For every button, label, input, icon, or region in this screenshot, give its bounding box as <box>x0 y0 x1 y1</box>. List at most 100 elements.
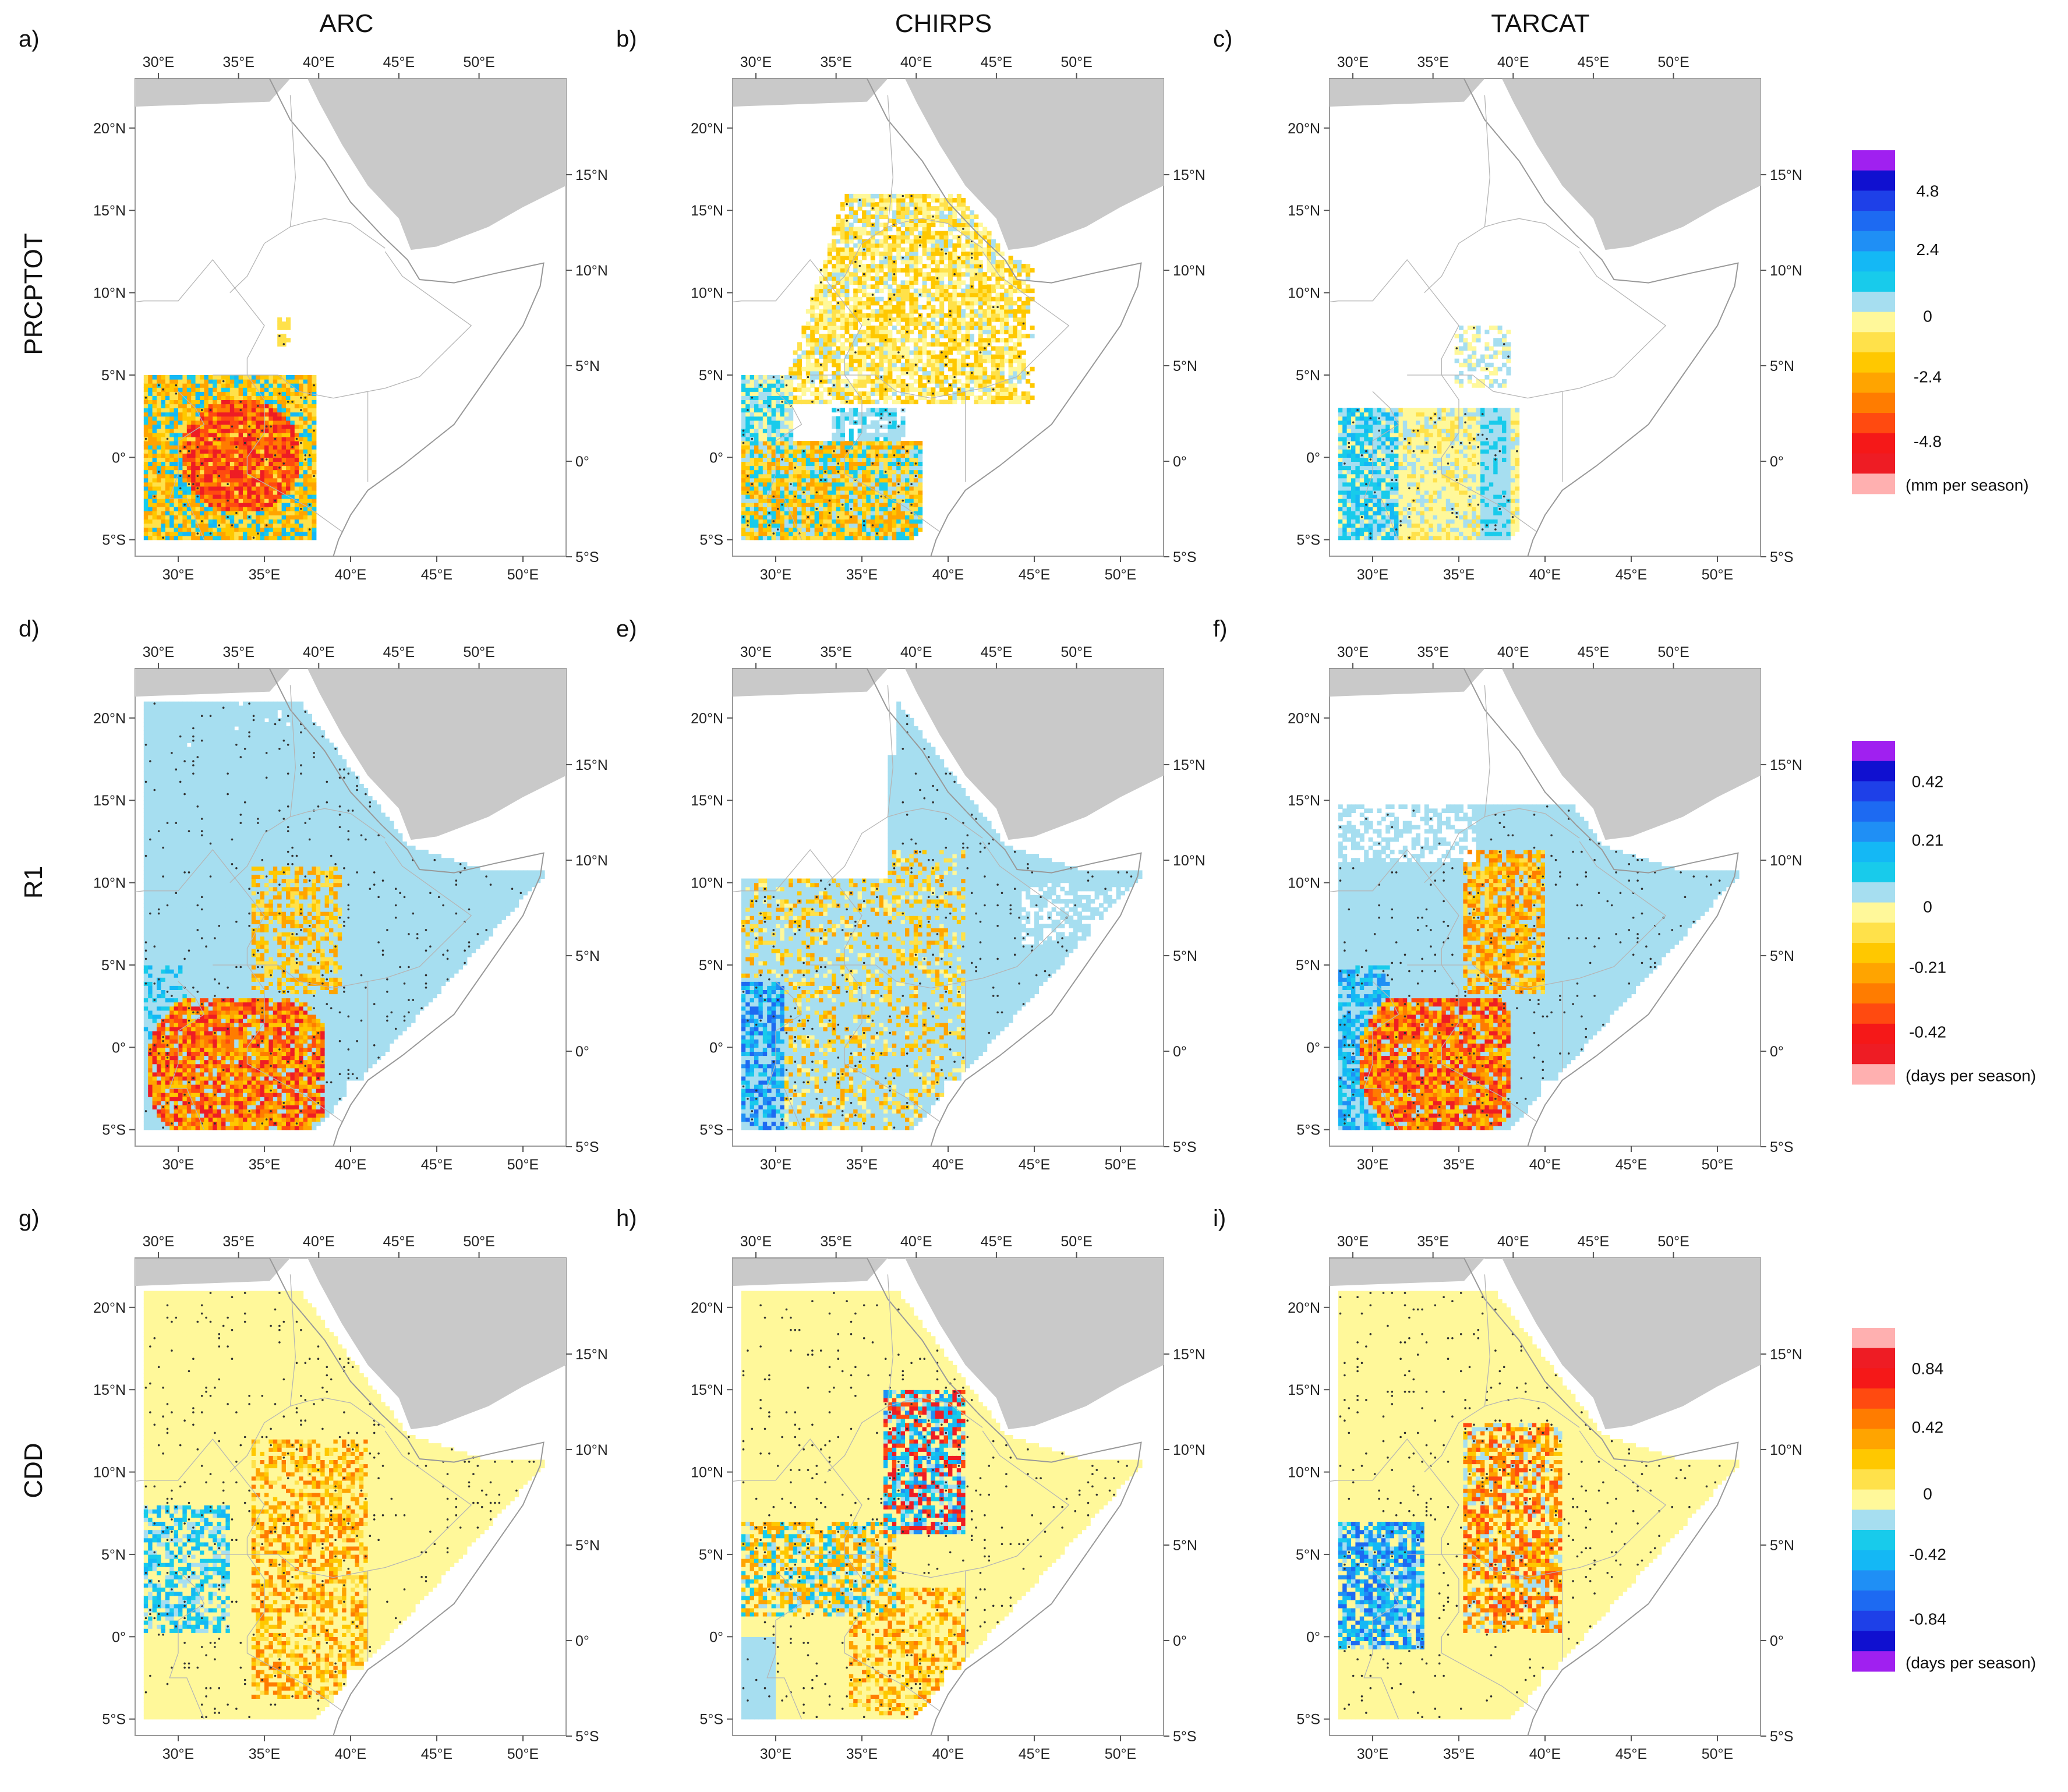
grid-cell <box>741 523 746 528</box>
grid-cell <box>260 445 265 450</box>
grid-cell <box>196 416 200 421</box>
grid-cell <box>836 511 841 515</box>
grid-cell <box>225 433 230 437</box>
grid-cell <box>978 289 983 294</box>
grid-cell <box>776 515 780 519</box>
grid-cell <box>901 429 906 433</box>
grid-cell <box>741 416 746 421</box>
grid-cell <box>191 391 196 396</box>
grid-cell <box>165 404 170 408</box>
grid-cell <box>307 449 312 454</box>
grid-cell <box>901 367 906 372</box>
grid-cell <box>815 519 819 524</box>
grid-cell <box>1004 297 1009 302</box>
grid-cell <box>290 391 295 396</box>
grid-cell <box>157 532 161 536</box>
grid-cell <box>312 486 316 491</box>
grid-cell <box>909 214 914 219</box>
grid-cell <box>840 317 845 322</box>
grid-cell <box>815 297 819 302</box>
grid-cell <box>909 474 914 479</box>
grid-cell <box>239 490 243 495</box>
grid-cell <box>888 355 892 359</box>
grid-cell <box>801 470 806 475</box>
grid-cell <box>914 202 918 207</box>
grid-cell <box>905 461 910 466</box>
grid-cell <box>935 231 940 236</box>
grid-cell <box>875 355 879 359</box>
grid-cell <box>871 301 875 306</box>
significance-dot <box>248 426 250 428</box>
grid-cell <box>295 383 299 388</box>
grid-cell <box>745 400 750 404</box>
grid-cell <box>772 437 776 441</box>
grid-cell <box>836 326 841 330</box>
grid-cell <box>909 268 914 273</box>
grid-cell <box>961 280 966 285</box>
x-tick-label-top: 40°E <box>303 54 334 70</box>
y-tick-label-left: 10°N <box>93 285 126 302</box>
grid-cell <box>260 449 265 454</box>
grid-cell <box>901 351 906 355</box>
grid-cell <box>776 379 780 384</box>
significance-dot <box>850 516 853 518</box>
grid-cell <box>286 445 291 450</box>
grid-cell <box>836 420 841 425</box>
grid-cell <box>844 367 849 372</box>
grid-cell <box>828 359 832 363</box>
grid-cell <box>918 528 922 532</box>
significance-dot <box>192 483 195 486</box>
significance-dot <box>197 496 199 498</box>
grid-cell <box>174 523 179 528</box>
grid-cell <box>299 445 303 450</box>
grid-cell <box>905 457 910 462</box>
significance-dot <box>278 466 281 469</box>
grid-cell <box>862 379 867 384</box>
grid-cell <box>161 482 165 487</box>
grid-cell <box>243 383 248 388</box>
grid-cell <box>234 466 239 471</box>
grid-cell <box>174 511 179 515</box>
grid-cell <box>256 474 260 479</box>
grid-cell <box>978 301 983 306</box>
grid-cell <box>741 379 746 384</box>
grid-cell <box>905 486 910 491</box>
grid-cell <box>828 321 832 326</box>
significance-dot <box>222 380 225 383</box>
significance-dot <box>953 339 956 341</box>
grid-cell <box>901 474 906 479</box>
grid-cell <box>828 248 832 252</box>
grid-cell <box>982 313 987 318</box>
grid-cell <box>750 478 755 483</box>
grid-cell <box>312 395 316 400</box>
grid-cell <box>204 494 208 499</box>
grid-cell <box>862 416 867 421</box>
grid-cell <box>844 412 849 417</box>
grid-cell <box>299 486 303 491</box>
y-tick-label-left: 5°N <box>101 367 126 384</box>
grid-cell <box>832 321 836 326</box>
grid-cell <box>832 482 836 487</box>
grid-cell <box>939 355 944 359</box>
grid-cell <box>754 433 759 437</box>
grid-cell <box>875 338 879 342</box>
grid-cell <box>995 268 1000 273</box>
grid-cell <box>208 416 213 421</box>
grid-cell <box>875 523 879 528</box>
grid-cell <box>862 445 867 450</box>
grid-cell <box>187 395 192 400</box>
grid-cell <box>307 379 312 384</box>
grid-cell <box>204 453 208 458</box>
grid-cell <box>905 355 910 359</box>
grid-cell <box>810 383 815 388</box>
grid-cell <box>853 214 858 219</box>
grid-cell <box>230 486 235 491</box>
grid-cell <box>948 218 953 223</box>
grid-cell <box>191 425 196 429</box>
grid-cell <box>307 383 312 388</box>
grid-cell <box>286 474 291 479</box>
grid-cell <box>307 519 312 524</box>
grid-cell <box>883 453 888 458</box>
grid-cell <box>871 260 875 264</box>
grid-cell <box>823 536 828 540</box>
